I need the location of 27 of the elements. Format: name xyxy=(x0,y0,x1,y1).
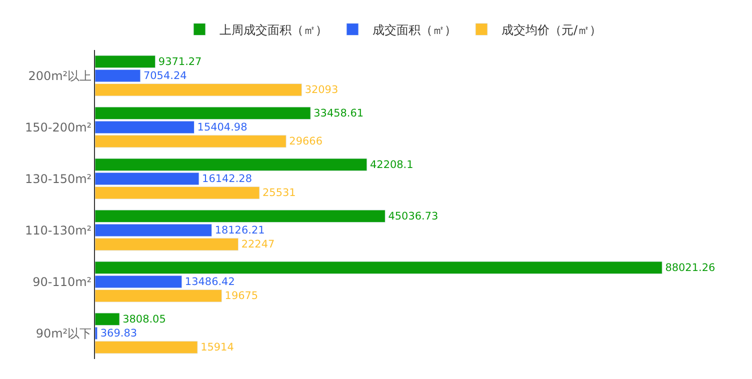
y-tick-label: 110-130m² xyxy=(24,223,92,238)
y-tick-label: 150-200m² xyxy=(24,120,92,134)
data-label: 18126.21 xyxy=(214,224,265,237)
data-label: 88021.26 xyxy=(665,262,716,274)
y-tick-label: 130-150m² xyxy=(24,172,92,186)
data-label: 7054.24 xyxy=(143,70,188,82)
legend-label: 成交均价（元/㎡） xyxy=(502,23,602,37)
data-label: 45036.73 xyxy=(388,210,438,223)
data-label: 22247 xyxy=(241,238,275,251)
data-label: 9371.27 xyxy=(158,56,202,68)
data-label: 33458.61 xyxy=(314,108,364,120)
data-label: 19675 xyxy=(224,290,258,302)
data-label: 32093 xyxy=(304,84,338,96)
legend-label: 成交面积（㎡） xyxy=(372,23,456,37)
data-label: 369.83 xyxy=(100,328,138,340)
data-label: 25531 xyxy=(262,187,296,200)
data-label: 15404.98 xyxy=(197,122,248,134)
data-label: 42208.1 xyxy=(370,159,414,172)
data-label: 16142.28 xyxy=(202,173,252,186)
y-tick-label: 200m²以上 xyxy=(28,68,92,83)
y-tick-label: 90-110m² xyxy=(32,274,92,289)
data-label: 3808.05 xyxy=(122,314,166,326)
data-label: 15914 xyxy=(200,342,234,354)
legend-label: 上周成交面积（㎡） xyxy=(220,23,328,37)
data-label: 29666 xyxy=(289,136,322,148)
y-tick-label: 90m²以下 xyxy=(36,326,92,340)
data-label: 13486.42 xyxy=(184,276,235,288)
